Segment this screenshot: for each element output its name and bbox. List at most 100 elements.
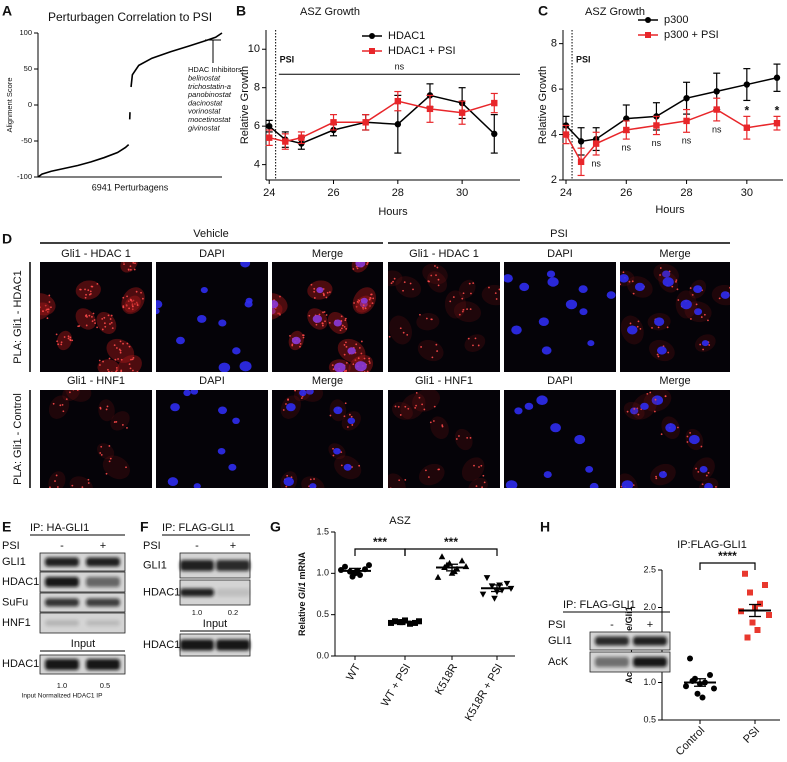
pla-dot: [472, 344, 474, 347]
x-axis-label: Hours: [655, 204, 685, 216]
row-label: PLA: Gli1 - Control: [12, 393, 24, 485]
pla-dot: [136, 304, 139, 307]
marker: [491, 130, 498, 138]
pla-dot: [355, 343, 358, 346]
input-label: Input: [71, 638, 95, 650]
pla-dot: [402, 331, 405, 334]
pla-dot: [91, 320, 94, 323]
pla-dot: [322, 324, 324, 327]
pla-dot: [84, 288, 86, 291]
pla-dot: [65, 398, 68, 401]
pla-dot: [108, 357, 111, 360]
pla-dot: [689, 432, 691, 434]
nucleus: [640, 402, 649, 410]
pla-dot: [109, 318, 112, 320]
pla-dot: [325, 314, 328, 316]
pla-dot: [135, 301, 138, 304]
y-tick-label: 2.5: [643, 564, 656, 574]
nucleus: [272, 300, 279, 309]
pla-dot: [344, 319, 347, 322]
marker: [407, 620, 413, 627]
pla-dot: [358, 464, 361, 467]
pla-dot: [633, 407, 636, 410]
y-tick-label: 10: [248, 43, 260, 55]
marker: [491, 595, 498, 602]
nucleus: [688, 434, 700, 445]
pla-dot: [340, 327, 343, 330]
pla-dot: [481, 486, 483, 488]
nucleus: [634, 282, 645, 292]
pla-dot: [332, 368, 335, 371]
pla-dot: [651, 327, 653, 329]
nucleus: [286, 403, 296, 412]
pla-dot: [656, 353, 659, 356]
pla-dot: [343, 353, 346, 356]
lane-label: +: [100, 540, 106, 552]
marker: [713, 88, 720, 95]
nucleus: [543, 471, 552, 478]
pla-dot: [52, 402, 55, 405]
lane-label: +: [647, 619, 653, 631]
marker: [438, 553, 446, 560]
marker: [653, 122, 660, 129]
pla-dot: [61, 403, 64, 406]
y-tick-label: 1.0: [643, 677, 656, 687]
pla-dot: [352, 363, 355, 366]
nucleus: [190, 390, 199, 395]
blot-strip: [39, 612, 126, 634]
marker: [362, 119, 369, 126]
pla-dot: [109, 323, 111, 325]
marker: [266, 122, 273, 130]
nucleus: [272, 308, 276, 315]
y-axis-label: Relative Growth: [537, 66, 549, 144]
marker: [426, 105, 434, 113]
pla-dot: [108, 460, 111, 463]
marker: [711, 685, 717, 692]
blot-band: [86, 620, 120, 626]
band-label: AcK: [548, 656, 569, 668]
pla-dot: [705, 474, 708, 477]
x-tick-label: 28: [680, 187, 692, 199]
annotation-item: mocetinostat: [188, 115, 231, 124]
pla-dot: [277, 312, 280, 315]
marker: [645, 32, 651, 38]
marker: [503, 580, 511, 587]
pla-dot: [472, 282, 475, 285]
y-tick-label: 4: [254, 159, 260, 171]
blot-band: [45, 557, 79, 567]
pla-dot: [697, 470, 700, 473]
blot-band: [86, 598, 120, 607]
pla-dot: [667, 351, 670, 354]
column-header: Merge: [659, 248, 690, 260]
pla-dot: [441, 424, 444, 426]
column-header: Merge: [312, 375, 343, 387]
pla-dot: [622, 271, 625, 274]
cell-signal: [388, 473, 406, 488]
nucleus: [355, 262, 366, 268]
pla-dot: [99, 364, 101, 366]
band-label: HDAC1: [2, 658, 39, 670]
micrograph: [272, 262, 383, 372]
pla-dot: [123, 262, 125, 263]
quantification: 0.2: [228, 608, 238, 617]
nucleus: [360, 297, 368, 304]
pla-dot: [85, 293, 87, 296]
annotation: ns: [622, 142, 632, 152]
blot-band: [86, 557, 120, 567]
pla-dot: [78, 325, 81, 327]
pla-dot: [128, 345, 131, 348]
cell-signal: [96, 311, 117, 334]
chart-title: Perturbagen Correlation to PSI: [48, 10, 212, 24]
nucleus: [167, 477, 179, 486]
cell-signal: [444, 290, 467, 319]
pla-dot: [126, 295, 128, 298]
cell-signal: [430, 416, 449, 440]
annotation-item: trichostatin-a: [188, 82, 231, 91]
pla-dot: [355, 305, 358, 308]
pla-dot: [339, 329, 342, 332]
pla-dot: [132, 299, 135, 302]
pla-dot: [55, 333, 58, 336]
x-tick-label: 28: [392, 187, 404, 199]
pla-dot: [393, 277, 396, 280]
pla-dot: [140, 291, 142, 294]
